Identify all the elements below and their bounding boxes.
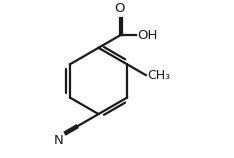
Text: N: N — [54, 134, 64, 148]
Text: O: O — [115, 2, 125, 15]
Text: OH: OH — [137, 29, 158, 42]
Text: CH₃: CH₃ — [147, 69, 170, 82]
